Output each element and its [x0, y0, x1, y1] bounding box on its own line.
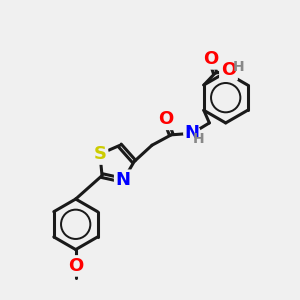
Circle shape [92, 146, 108, 162]
Circle shape [202, 51, 219, 67]
Circle shape [115, 172, 131, 189]
Circle shape [184, 125, 200, 142]
Text: H: H [193, 132, 205, 146]
Text: O: O [221, 61, 236, 79]
Text: N: N [184, 124, 200, 142]
Text: S: S [93, 145, 106, 163]
Text: H: H [232, 60, 244, 74]
Text: N: N [116, 171, 131, 189]
Text: O: O [68, 257, 83, 275]
Circle shape [157, 111, 174, 128]
Text: O: O [203, 50, 218, 68]
Text: O: O [158, 110, 173, 128]
Circle shape [222, 62, 238, 79]
Circle shape [68, 258, 84, 274]
